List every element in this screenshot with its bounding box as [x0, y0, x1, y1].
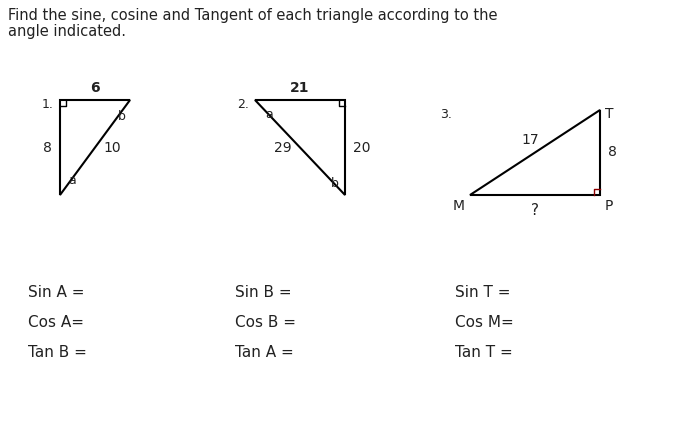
Text: b: b [331, 177, 339, 190]
Text: 8: 8 [43, 141, 52, 155]
Text: a: a [265, 108, 273, 121]
Text: ?: ? [531, 203, 539, 218]
Text: angle indicated.: angle indicated. [8, 24, 126, 39]
Text: P: P [605, 199, 614, 213]
Text: Cos A=: Cos A= [28, 315, 84, 330]
Text: Cos B =: Cos B = [235, 315, 296, 330]
Text: a: a [68, 174, 76, 187]
Text: T: T [605, 107, 614, 121]
Text: 2.: 2. [237, 98, 249, 111]
Text: 10: 10 [103, 141, 121, 155]
Text: 17: 17 [521, 133, 539, 146]
Text: Tan T =: Tan T = [455, 345, 513, 360]
Text: Sin B =: Sin B = [235, 285, 292, 300]
Text: Tan B =: Tan B = [28, 345, 87, 360]
Text: Find the sine, cosine and Tangent of each triangle according to the: Find the sine, cosine and Tangent of eac… [8, 8, 498, 23]
Text: 1.: 1. [42, 98, 54, 111]
Text: 8: 8 [608, 146, 617, 159]
Text: Cos M=: Cos M= [455, 315, 513, 330]
Text: b: b [118, 110, 126, 123]
Text: Tan A =: Tan A = [235, 345, 294, 360]
Text: 20: 20 [353, 141, 370, 155]
Text: Sin A =: Sin A = [28, 285, 84, 300]
Text: 6: 6 [91, 81, 100, 95]
Text: M: M [453, 199, 465, 213]
Text: 21: 21 [290, 81, 310, 95]
Text: 3.: 3. [440, 108, 452, 121]
Text: 29: 29 [274, 141, 292, 155]
Text: Sin T =: Sin T = [455, 285, 511, 300]
